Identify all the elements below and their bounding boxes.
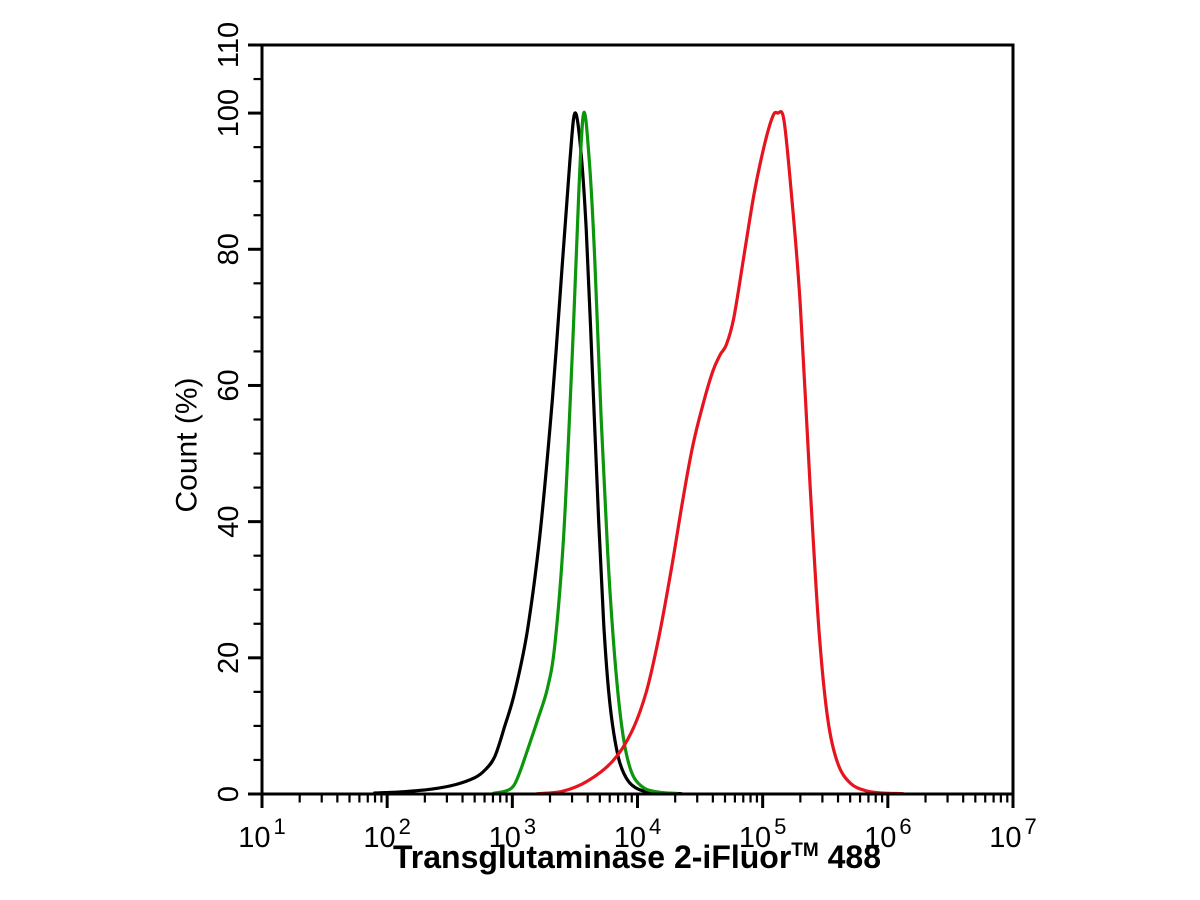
x-axis-tick-label: 10 7 <box>989 814 1037 854</box>
y-axis-tick-label: 60 <box>213 369 245 401</box>
y-axis-tick-label: 110 <box>213 22 245 68</box>
series-green-curve <box>492 110 679 793</box>
x-axis-tick-label: 10 2 <box>363 814 411 854</box>
y-axis-title: Count (%) <box>171 377 204 512</box>
y-axis-tick-label: 0 <box>213 786 245 802</box>
x-axis-tick-label: 10 1 <box>238 814 286 854</box>
y-axis-tick-label: 80 <box>213 233 245 265</box>
y-axis-tick-label: 20 <box>213 642 245 674</box>
series-red-curve <box>536 110 904 793</box>
y-axis-tick-label: 100 <box>213 89 245 137</box>
x-axis-tick-label: 10 4 <box>614 814 662 854</box>
tick-labels: 10 1 10 2 10 3 10 4 10 5 10 6 10 7 0 20 40 60 80 100 110 <box>213 22 1037 854</box>
series-black-curve <box>373 111 683 793</box>
y-axis-tick-label: 40 <box>213 506 245 538</box>
histogram-curves <box>373 110 904 793</box>
x-axis-tick-label: 10 6 <box>864 814 912 854</box>
x-axis-title: Transglutaminase 2-iFluorTM 488 <box>393 839 881 875</box>
x-axis-tick-label: 10 3 <box>489 814 537 854</box>
axis-ticks <box>248 43 1015 808</box>
plot-frame <box>260 43 1015 796</box>
x-axis-tick-label: 10 5 <box>739 814 787 854</box>
